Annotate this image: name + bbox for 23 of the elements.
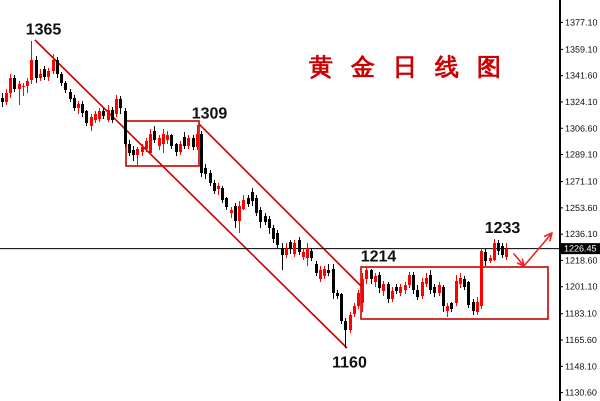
y-tick-label: 1359.10 — [565, 44, 598, 54]
annotation: 1309 — [192, 106, 228, 123]
y-tick-label: 1324.10 — [565, 96, 598, 107]
y-tick-label: 1253.60 — [565, 202, 598, 213]
text: 黄金日线图 — [308, 53, 519, 81]
y-tick-label: 1218.60 — [565, 255, 598, 266]
annotation: 1365 — [26, 22, 62, 39]
y-tick-label: 1377.10 — [565, 17, 598, 28]
y-tick-label: 1201.10 — [565, 282, 598, 292]
y-tick-label: 1236.10 — [565, 229, 598, 240]
y-tick-label: 1165.60 — [565, 335, 597, 346]
annotation: 1233 — [484, 220, 520, 237]
y-tick-label: 1341.60 — [565, 70, 598, 81]
annotation: 1214 — [360, 248, 396, 266]
y-tick-label: 1271.10 — [565, 176, 598, 187]
y-tick-label: 1183.10 — [565, 308, 597, 319]
y-tick-label: 1289.10 — [565, 150, 598, 160]
ref-line-label: 1226.45 — [564, 244, 597, 254]
annotation: 1160 — [332, 354, 367, 372]
y-tick-label: 1130.60 — [565, 388, 597, 398]
y-tick-label: 1148.10 — [565, 361, 597, 372]
y-tick-label: 1306.60 — [565, 123, 598, 134]
candlestick — [22, 83, 25, 96]
